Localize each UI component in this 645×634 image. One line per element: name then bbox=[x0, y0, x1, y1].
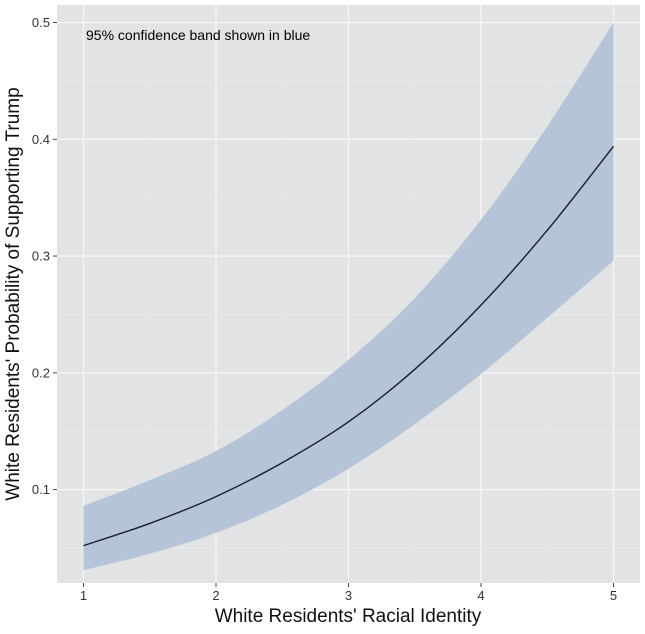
y-tick-label: 0.4 bbox=[32, 132, 50, 147]
y-tick-label: 0.1 bbox=[32, 482, 50, 497]
y-axis-ticks: 0.1 0.2 0.3 0.4 0.5 bbox=[32, 15, 57, 497]
probability-line bbox=[83, 145, 615, 547]
x-tick-label: 5 bbox=[610, 588, 617, 603]
confidence-band-annotation: 95% confidence band shown in blue bbox=[86, 27, 310, 43]
x-tick-label: 4 bbox=[477, 588, 484, 603]
y-tick-label: 0.5 bbox=[32, 15, 50, 30]
y-axis-title: White Residents' Probability of Supporti… bbox=[3, 87, 24, 500]
confidence-band bbox=[83, 22, 614, 571]
x-tick-label: 1 bbox=[80, 588, 87, 603]
y-tick-label: 0.3 bbox=[32, 249, 50, 264]
x-tick-label: 3 bbox=[345, 588, 352, 603]
x-axis-ticks: 1 2 3 4 5 bbox=[80, 583, 617, 603]
y-tick-label: 0.2 bbox=[32, 365, 50, 380]
x-tick-label: 2 bbox=[212, 588, 219, 603]
x-axis-title: White Residents' Racial Identity bbox=[215, 606, 482, 627]
